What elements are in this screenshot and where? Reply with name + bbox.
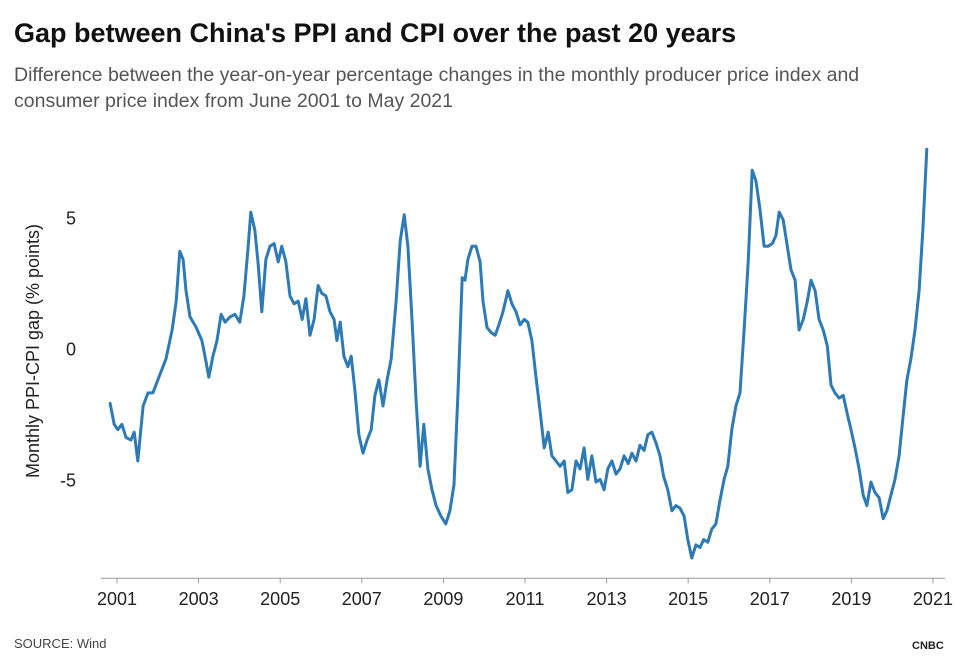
x-tick-label: 2013 bbox=[587, 589, 627, 609]
y-tick-label: 0 bbox=[66, 340, 76, 360]
chart-title: Gap between China's PPI and CPI over the… bbox=[14, 18, 737, 48]
x-tick-label: 2019 bbox=[831, 589, 871, 609]
x-tick-label: 2009 bbox=[423, 589, 463, 609]
x-tick-label: 2021 bbox=[913, 589, 953, 609]
y-tick-label: -5 bbox=[60, 471, 76, 491]
source: SOURCE: Wind bbox=[14, 636, 107, 651]
x-tick-label: 2017 bbox=[750, 589, 790, 609]
y-axis-label: Monthly PPI-CPI gap (% points) bbox=[23, 224, 43, 478]
data-line bbox=[108, 147, 929, 560]
x-tick-label: 2015 bbox=[668, 589, 708, 609]
x-tick-label: 2007 bbox=[342, 589, 382, 609]
x-tick-label: 2011 bbox=[506, 589, 545, 609]
chart-subtitle: Difference between the year-on-year perc… bbox=[14, 64, 860, 112]
x-tick-label: 2001 bbox=[97, 589, 137, 609]
y-tick-label: 5 bbox=[66, 209, 76, 229]
x-tick-label: 2005 bbox=[260, 589, 300, 609]
x-tick-label: 2003 bbox=[179, 589, 219, 609]
logo: CNBC bbox=[912, 640, 944, 652]
